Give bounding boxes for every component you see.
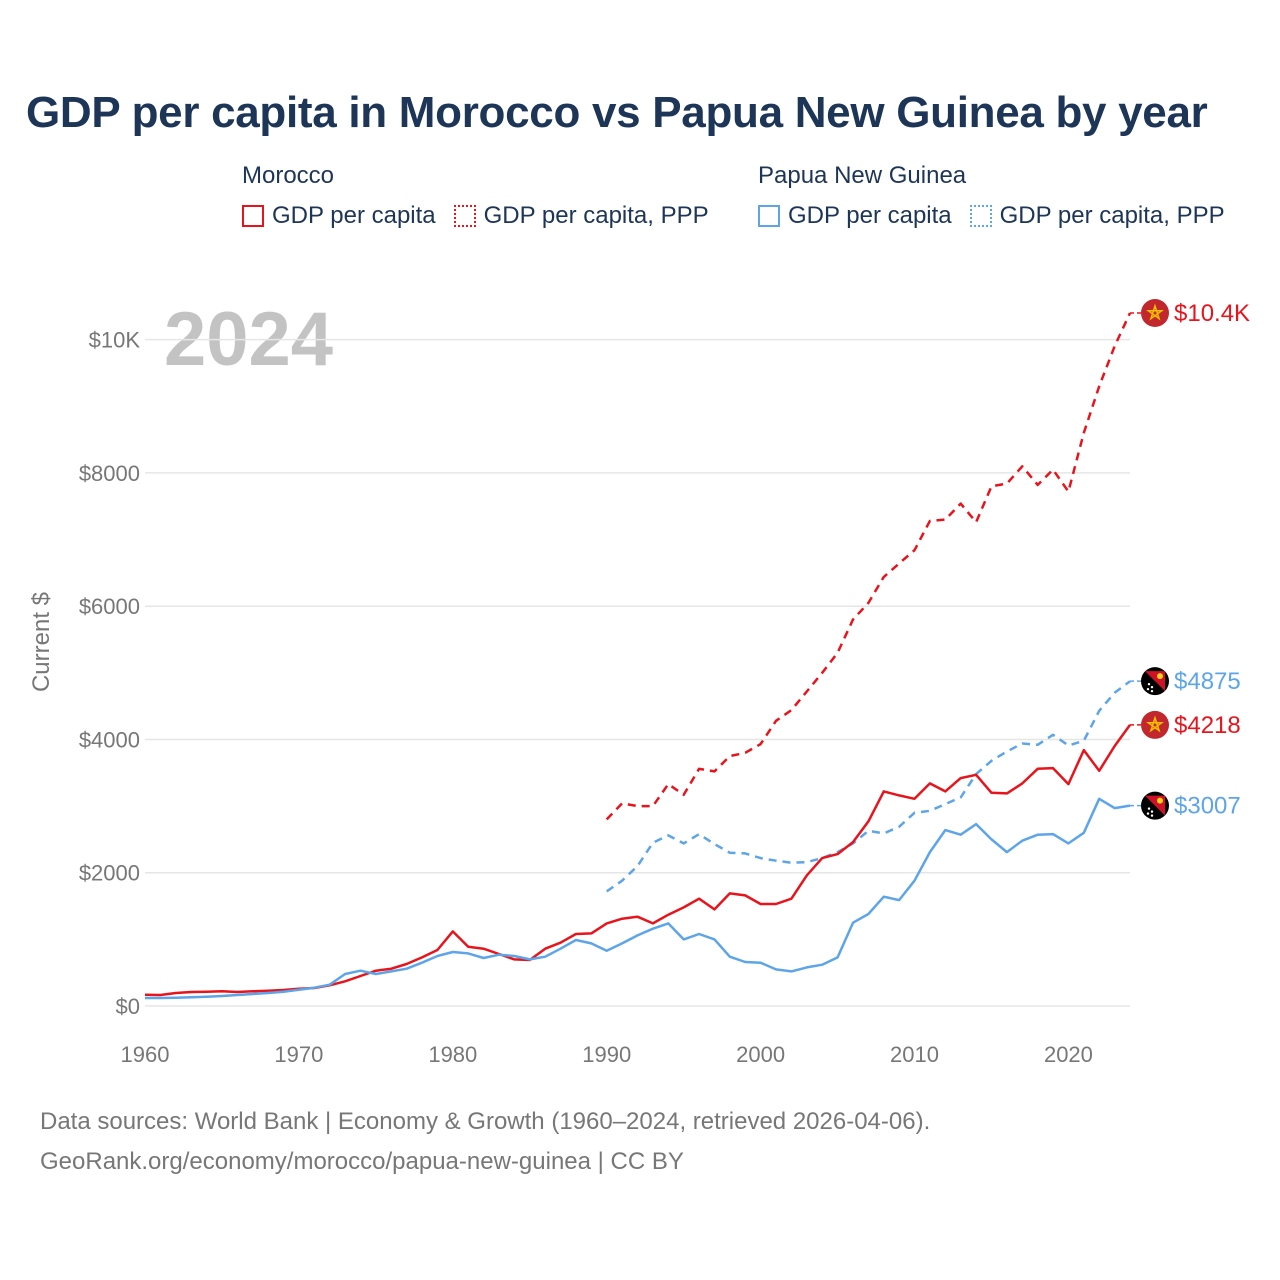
y-tick-label: $6000 xyxy=(79,594,140,619)
footer-sources: Data sources: World Bank | Economy & Gro… xyxy=(40,1108,931,1135)
x-tick-label: 2000 xyxy=(736,1042,785,1067)
legend-png-ppp-label: GDP per capita, PPP xyxy=(999,202,1225,229)
legend-morocco: Morocco GDP per capita GDP per capita, P… xyxy=(242,162,727,230)
morocco-flag-icon xyxy=(1141,710,1169,739)
legend-swatch-dotted-blue xyxy=(969,205,992,227)
png-flag-icon xyxy=(1141,791,1169,820)
gridlines xyxy=(145,338,1130,1007)
y-tick-label: $8000 xyxy=(79,461,140,486)
legend-png-gdp-label: GDP per capita xyxy=(788,202,952,229)
morocco-flag-icon xyxy=(1141,299,1169,327)
end-value-label: $3007 xyxy=(1174,793,1241,820)
legend-png-ppp[interactable]: GDP per capita, PPP xyxy=(969,202,1225,230)
legend-swatch-solid-red xyxy=(242,205,264,227)
png-flag-icon xyxy=(1141,667,1169,696)
y-tick-label: $10K xyxy=(89,328,141,353)
legend-swatch-dotted-red xyxy=(453,205,476,227)
legend-png-name: Papua New Guinea xyxy=(758,162,967,189)
x-tick-label: 2010 xyxy=(890,1042,939,1067)
legend-morocco-gdp[interactable]: GDP per capita xyxy=(242,202,436,230)
end-value-label: $10.4K xyxy=(1174,300,1250,327)
legend-png-gdp[interactable]: GDP per capita xyxy=(758,202,952,230)
series-lines xyxy=(144,312,1132,1000)
series-line-morocco-dashed[interactable] xyxy=(605,312,1132,821)
y-tick-label: $0 xyxy=(116,994,140,1019)
chart-title: GDP per capita in Morocco vs Papua New G… xyxy=(26,88,1208,137)
legend-morocco-ppp-label: GDP per capita, PPP xyxy=(483,202,709,229)
end-value-label: $4218 xyxy=(1174,712,1241,739)
legend-morocco-ppp[interactable]: GDP per capita, PPP xyxy=(453,202,709,230)
footer-link[interactable]: GeoRank.org/economy/morocco/papua-new-gu… xyxy=(40,1148,684,1175)
series-line-png-solid[interactable] xyxy=(145,797,1131,1000)
x-axis-ticks: 1960 1970 1980 1990 2000 2010 2020 xyxy=(121,1042,1093,1067)
x-tick-label: 1960 xyxy=(121,1042,170,1067)
end-markers: $10.4K $4875 $4218 $3007 xyxy=(1130,299,1250,820)
y-tick-label: $2000 xyxy=(79,861,140,886)
series-line-morocco-solid[interactable] xyxy=(144,724,1132,997)
end-value-label: $4875 xyxy=(1174,668,1241,695)
x-tick-label: 1980 xyxy=(428,1042,477,1067)
x-tick-label: 1970 xyxy=(274,1042,323,1067)
series-line-png-dashed[interactable] xyxy=(605,680,1131,893)
legend-png: Papua New Guinea GDP per capita GDP per … xyxy=(758,162,1243,230)
x-tick-label: 1990 xyxy=(582,1042,631,1067)
y-tick-label: $4000 xyxy=(79,727,140,752)
x-tick-label: 2020 xyxy=(1044,1042,1093,1067)
y-axis-ticks: $0 $2000 $4000 $6000 $8000 $10K xyxy=(79,328,141,1019)
legend-morocco-gdp-label: GDP per capita xyxy=(272,202,436,229)
legend-swatch-solid-blue xyxy=(758,205,780,227)
legend-morocco-name: Morocco xyxy=(242,162,335,189)
